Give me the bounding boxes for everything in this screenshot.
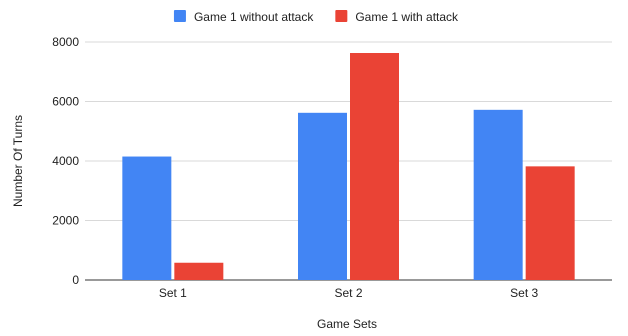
bar-set-2-series-2 bbox=[350, 53, 399, 280]
y-axis-title: Number Of Turns bbox=[11, 115, 25, 207]
y-tick-label: 4000 bbox=[52, 154, 79, 168]
x-tick-label: Set 3 bbox=[510, 286, 538, 300]
y-axis-ticks: 0 2000 4000 6000 8000 bbox=[52, 35, 79, 287]
y-tick-label: 2000 bbox=[52, 214, 79, 228]
gridlines bbox=[85, 41, 612, 281]
bar-set-3-series-1 bbox=[473, 109, 523, 280]
x-tick-label: Set 1 bbox=[159, 286, 187, 300]
x-axis-ticks: Set 1 Set 2 Set 3 bbox=[159, 286, 539, 300]
legend-label-1: Game 1 without attack bbox=[194, 10, 314, 24]
y-tick-label: 8000 bbox=[52, 35, 79, 49]
bar-set-2-series-1 bbox=[298, 112, 347, 281]
legend: Game 1 without attack Game 1 with attack bbox=[173, 10, 459, 24]
y-tick-label: 6000 bbox=[52, 95, 79, 109]
x-tick-label: Set 2 bbox=[334, 286, 362, 300]
legend-label-2: Game 1 with attack bbox=[355, 10, 459, 24]
x-axis-title: Game Sets bbox=[317, 317, 377, 331]
bar-set-1-series-2 bbox=[174, 262, 224, 280]
bar-set-1-series-1 bbox=[122, 156, 172, 280]
legend-swatch-1 bbox=[173, 10, 186, 22]
bar-set-3-series-2 bbox=[525, 166, 575, 280]
y-tick-label: 0 bbox=[72, 273, 79, 287]
legend-swatch-2 bbox=[335, 10, 348, 22]
bars bbox=[122, 53, 575, 281]
